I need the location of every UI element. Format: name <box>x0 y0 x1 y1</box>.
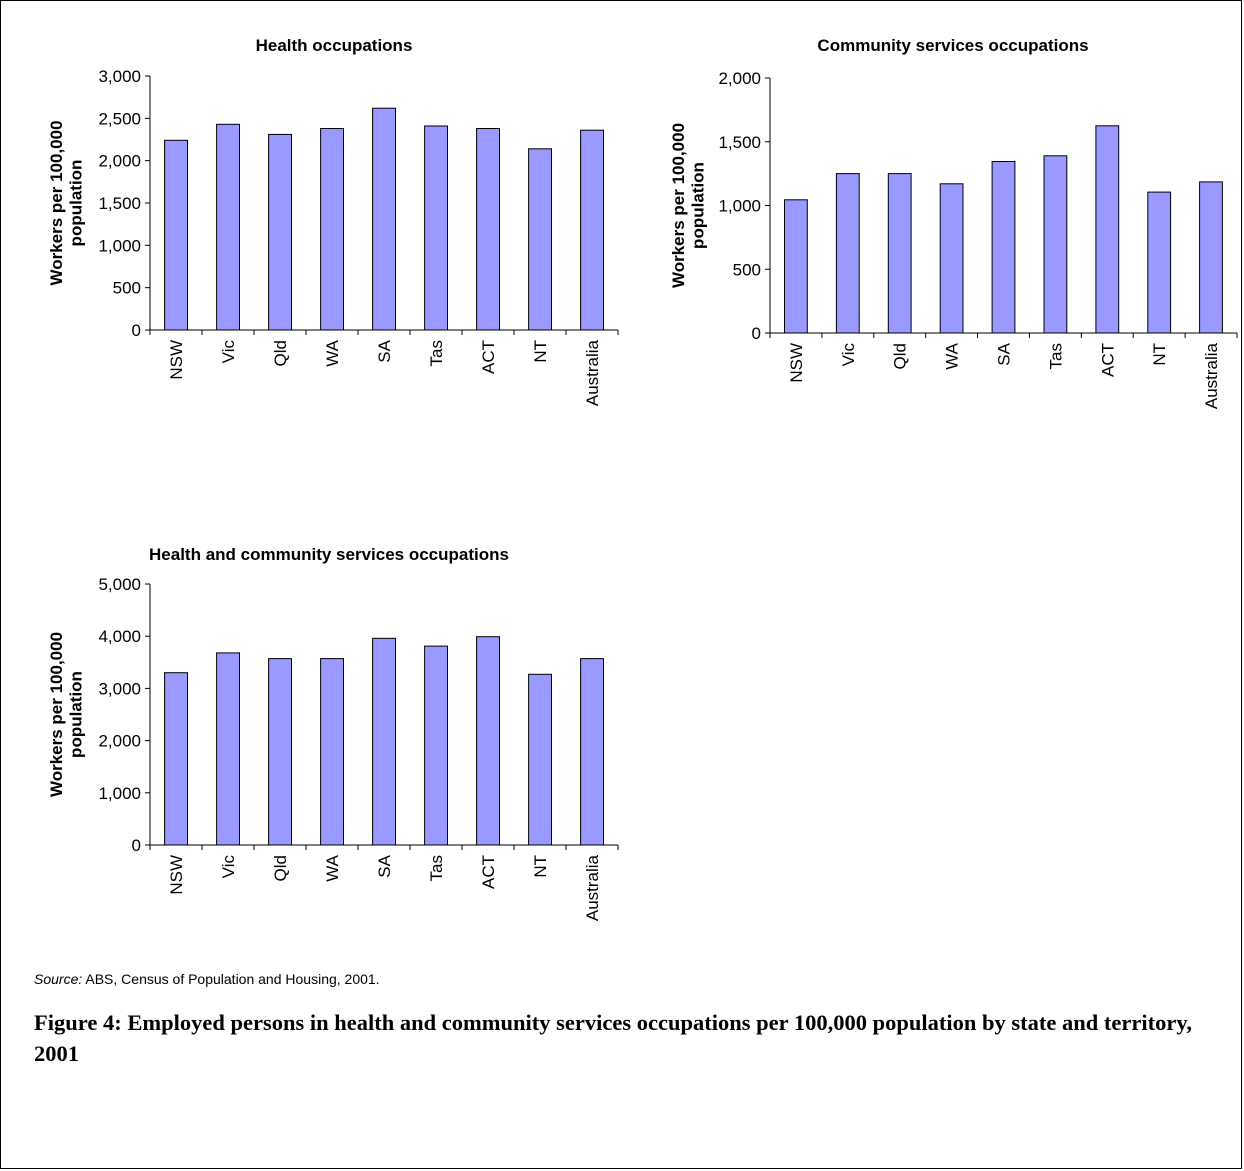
bar-act <box>1095 125 1120 334</box>
chart-2: Community services occupations Workers pe… <box>669 36 1238 409</box>
bar-vic <box>216 652 241 846</box>
y-tick-label: 0 <box>132 836 141 855</box>
bar-qld <box>887 173 912 334</box>
y-axis-title-line: population <box>66 671 85 758</box>
x-tick-label: WA <box>943 342 962 369</box>
bar-wa <box>939 183 964 334</box>
y-tick-label: 2,000 <box>98 152 141 171</box>
y-axis-title-line: Workers per 100,000 <box>47 120 66 285</box>
y-tick-label: 2,500 <box>98 109 141 128</box>
x-tick-label: SA <box>995 342 1014 365</box>
bar-tas <box>424 645 449 846</box>
y-tick-label: 2,000 <box>718 69 761 88</box>
bar-nsw <box>164 672 189 846</box>
y-tick-label: 5,000 <box>98 575 141 594</box>
source-note: Source: ABS, Census of Population and Ho… <box>34 971 380 987</box>
x-tick-label: Vic <box>219 340 238 364</box>
chart-title: Health and community services occupation… <box>149 545 509 564</box>
x-tick-label: WA <box>323 339 342 366</box>
chart-title: Health occupations <box>256 36 413 55</box>
y-tick-label: 1,000 <box>718 197 761 216</box>
y-tick-label: 0 <box>132 321 141 340</box>
y-axis-title: Workers per 100,000population <box>47 632 86 797</box>
x-tick-label: NT <box>1150 343 1169 366</box>
bar-wa <box>320 658 345 846</box>
y-tick-label: 500 <box>113 279 141 298</box>
bar-australia <box>580 658 604 846</box>
bar-vic <box>835 173 860 334</box>
y-tick-label: 3,000 <box>98 67 141 86</box>
x-tick-label: SA <box>375 339 394 362</box>
x-tick-label: Australia <box>1202 342 1221 409</box>
bar-sa <box>372 637 397 846</box>
bar-vic <box>216 123 241 331</box>
x-tick-label: Tas <box>427 855 446 881</box>
x-tick-label: ACT <box>479 855 498 889</box>
bar-act <box>476 636 501 846</box>
y-tick-label: 4,000 <box>98 627 141 646</box>
bar-nt <box>528 673 552 846</box>
x-tick-label: Qld <box>271 340 290 366</box>
source-label: Source: <box>34 971 83 987</box>
chart-3: Health and community services occupation… <box>47 545 619 921</box>
x-tick-label: ACT <box>479 340 498 374</box>
bar-act <box>476 128 501 331</box>
x-tick-label: ACT <box>1098 343 1117 377</box>
x-tick-label: NSW <box>167 855 186 895</box>
y-tick-label: 1,000 <box>98 784 141 803</box>
x-tick-label: Vic <box>219 855 238 879</box>
bar-nsw <box>164 139 189 331</box>
y-axis-title-line: population <box>688 162 707 249</box>
bar-nt <box>528 148 552 331</box>
y-tick-label: 2,000 <box>98 732 141 751</box>
bar-australia <box>1199 181 1223 334</box>
y-axis-title-line: population <box>66 160 85 247</box>
chart-title: Community services occupations <box>817 36 1088 55</box>
bar-qld <box>268 658 293 846</box>
x-tick-label: WA <box>323 854 342 881</box>
x-tick-label: Tas <box>1046 343 1065 369</box>
y-tick-label: 1,500 <box>718 133 761 152</box>
x-tick-label: Australia <box>583 339 602 406</box>
y-tick-label: 3,000 <box>98 679 141 698</box>
y-tick-label: 0 <box>752 324 761 343</box>
y-tick-label: 500 <box>733 260 761 279</box>
y-axis-title-line: Workers per 100,000 <box>669 123 688 288</box>
bar-nt <box>1147 191 1172 334</box>
source-text: ABS, Census of Population and Housing, 2… <box>85 971 380 987</box>
x-tick-label: Vic <box>839 343 858 367</box>
bar-tas <box>1043 155 1068 334</box>
x-tick-label: NSW <box>167 340 186 380</box>
x-tick-label: Qld <box>271 855 290 881</box>
chart-1: Health occupations Workers per 100,000pop… <box>47 36 619 406</box>
figure-caption: Figure 4: Employed persons in health and… <box>34 1010 1192 1066</box>
bar-qld <box>268 133 293 331</box>
x-tick-label: NSW <box>787 343 806 383</box>
x-tick-label: Tas <box>427 340 446 366</box>
y-axis-title: Workers per 100,000population <box>47 120 86 285</box>
bar-wa <box>320 128 345 331</box>
x-tick-label: SA <box>375 854 394 877</box>
bar-sa <box>372 107 397 331</box>
bar-sa <box>991 161 1016 334</box>
y-tick-label: 1,000 <box>98 236 141 255</box>
y-axis-title: Workers per 100,000population <box>669 123 708 288</box>
bar-nsw <box>784 199 808 334</box>
x-tick-label: NT <box>531 340 550 363</box>
x-tick-label: Australia <box>583 854 602 921</box>
y-tick-label: 1,500 <box>98 194 141 213</box>
bar-tas <box>424 125 449 331</box>
x-tick-label: NT <box>531 855 550 878</box>
x-tick-label: Qld <box>891 343 910 369</box>
y-axis-title-line: Workers per 100,000 <box>47 632 66 797</box>
bar-australia <box>580 129 604 331</box>
